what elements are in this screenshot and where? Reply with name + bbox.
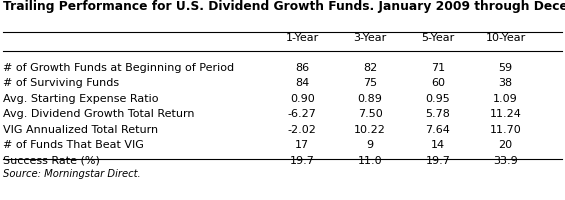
Text: 33.9: 33.9 — [493, 155, 518, 165]
Text: 11.70: 11.70 — [490, 124, 521, 134]
Text: 1.09: 1.09 — [493, 94, 518, 103]
Text: # of Growth Funds at Beginning of Period: # of Growth Funds at Beginning of Period — [3, 63, 234, 73]
Text: 75: 75 — [363, 78, 377, 88]
Text: VIG Annualized Total Return: VIG Annualized Total Return — [3, 124, 158, 134]
Text: 60: 60 — [431, 78, 445, 88]
Text: 0.95: 0.95 — [425, 94, 450, 103]
Text: 9: 9 — [367, 140, 373, 150]
Text: 38: 38 — [499, 78, 512, 88]
Text: 11.0: 11.0 — [358, 155, 383, 165]
Text: 19.7: 19.7 — [425, 155, 450, 165]
Text: Success Rate (%): Success Rate (%) — [3, 155, 99, 165]
Text: 10.22: 10.22 — [354, 124, 386, 134]
Text: 14: 14 — [431, 140, 445, 150]
Text: 17: 17 — [295, 140, 310, 150]
Text: Avg. Dividend Growth Total Return: Avg. Dividend Growth Total Return — [3, 109, 194, 119]
Text: 7.50: 7.50 — [358, 109, 383, 119]
Text: # of Surviving Funds: # of Surviving Funds — [3, 78, 119, 88]
Text: -2.02: -2.02 — [288, 124, 317, 134]
Text: 71: 71 — [431, 63, 445, 73]
Text: 84: 84 — [295, 78, 310, 88]
Text: # of Funds That Beat VIG: # of Funds That Beat VIG — [3, 140, 144, 150]
Text: Source: Morningstar Direct.: Source: Morningstar Direct. — [3, 169, 141, 179]
Text: 1-Year: 1-Year — [286, 33, 319, 43]
Text: 5.78: 5.78 — [425, 109, 450, 119]
Text: Trailing Performance for U.S. Dividend Growth Funds. January 2009 through Decemb: Trailing Performance for U.S. Dividend G… — [3, 0, 565, 13]
Text: 10-Year: 10-Year — [485, 33, 526, 43]
Text: Avg. Starting Expense Ratio: Avg. Starting Expense Ratio — [3, 94, 158, 103]
Text: 7.64: 7.64 — [425, 124, 450, 134]
Text: -6.27: -6.27 — [288, 109, 317, 119]
Text: 19.7: 19.7 — [290, 155, 315, 165]
Text: 0.89: 0.89 — [358, 94, 383, 103]
Text: 3-Year: 3-Year — [354, 33, 386, 43]
Text: 5-Year: 5-Year — [421, 33, 454, 43]
Text: 59: 59 — [499, 63, 512, 73]
Text: 0.90: 0.90 — [290, 94, 315, 103]
Text: 82: 82 — [363, 63, 377, 73]
Text: 86: 86 — [295, 63, 310, 73]
Text: 11.24: 11.24 — [490, 109, 521, 119]
Text: 20: 20 — [499, 140, 512, 150]
